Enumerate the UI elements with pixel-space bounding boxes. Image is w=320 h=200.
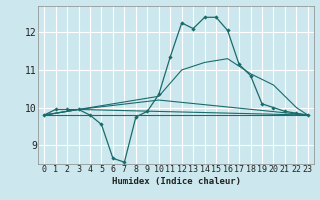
X-axis label: Humidex (Indice chaleur): Humidex (Indice chaleur) — [111, 177, 241, 186]
